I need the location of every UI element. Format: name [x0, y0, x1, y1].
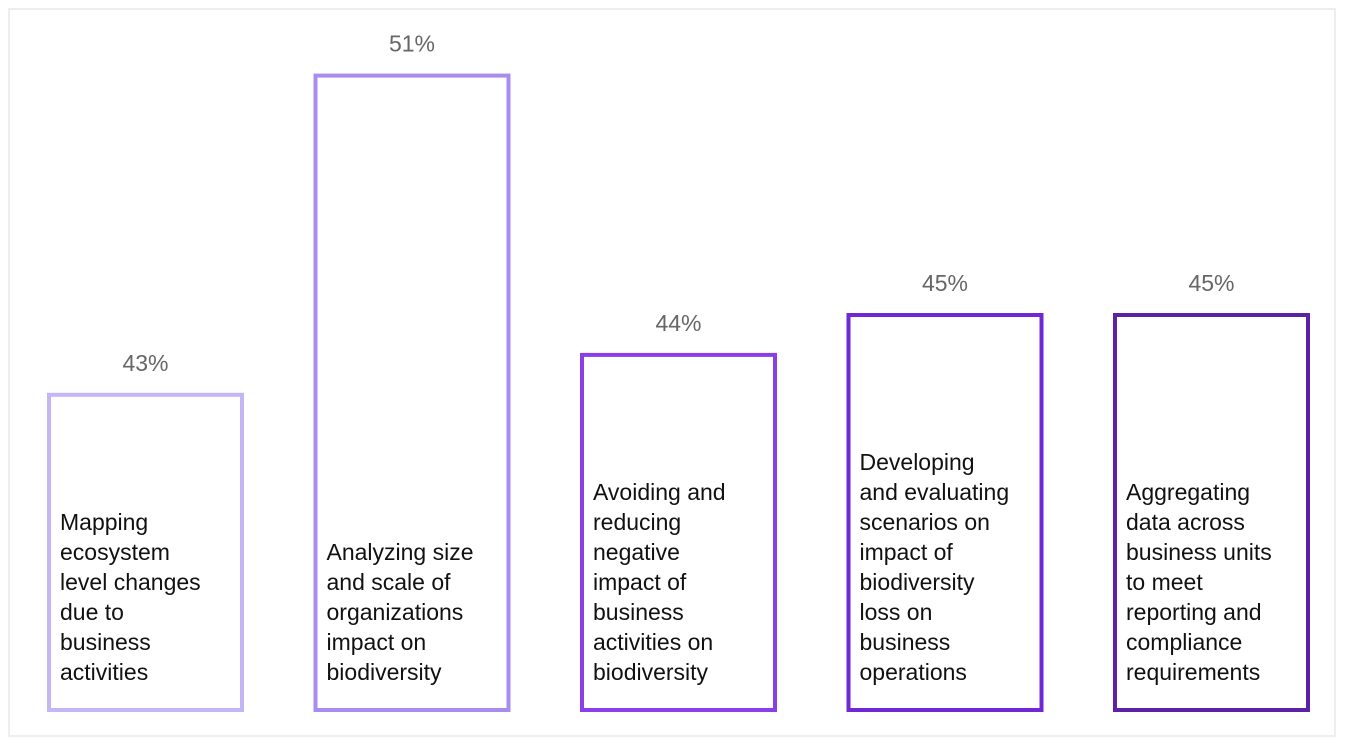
bar-group-2: 51%Analyzing size and scale of organizatio…: [316, 31, 509, 710]
data-label: 51%: [389, 31, 435, 57]
data-label: 43%: [122, 350, 168, 376]
bar-group-4: 45%Developing and evaluating scenarios on i…: [849, 270, 1042, 710]
data-label: 44%: [655, 310, 701, 336]
bar-group-3: 44%Avoiding and reducing negative impact of…: [582, 310, 775, 710]
bar-group-1: 43%Mapping ecosystem level changes due to bu…: [49, 350, 242, 710]
data-label: 45%: [1188, 270, 1234, 296]
bar-group-5: 45%Aggregating data across business units t…: [1115, 270, 1308, 710]
data-label: 45%: [922, 270, 968, 296]
